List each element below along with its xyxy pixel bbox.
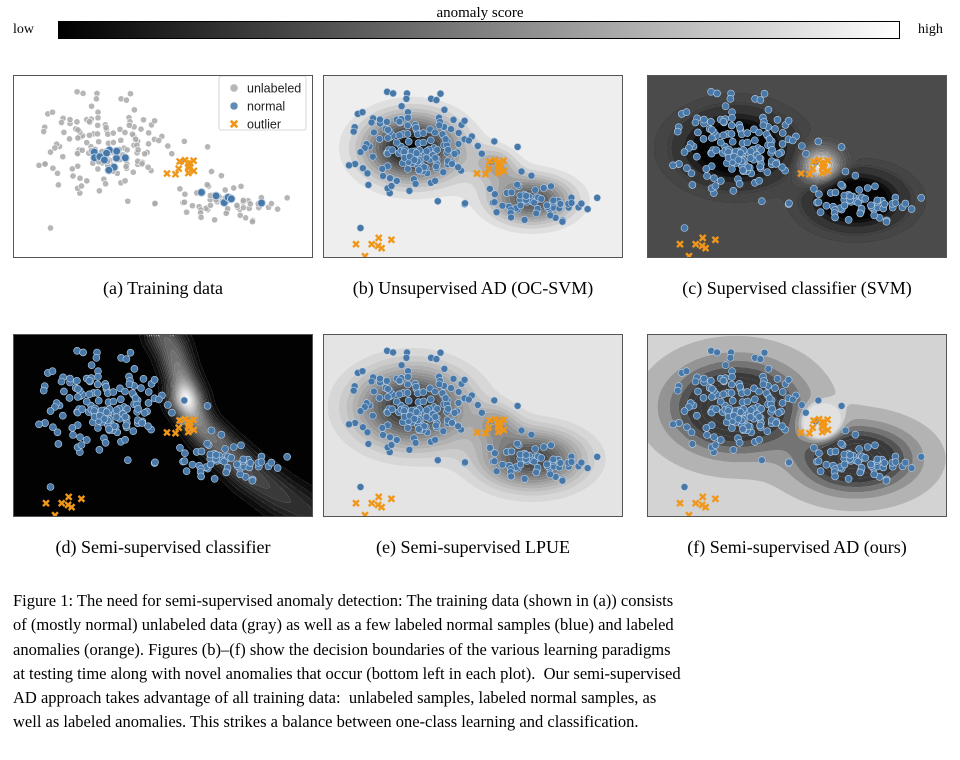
svg-text:unlabeled: unlabeled: [247, 82, 301, 96]
svg-text:outlier: outlier: [247, 118, 281, 132]
svg-text:normal: normal: [247, 100, 285, 114]
